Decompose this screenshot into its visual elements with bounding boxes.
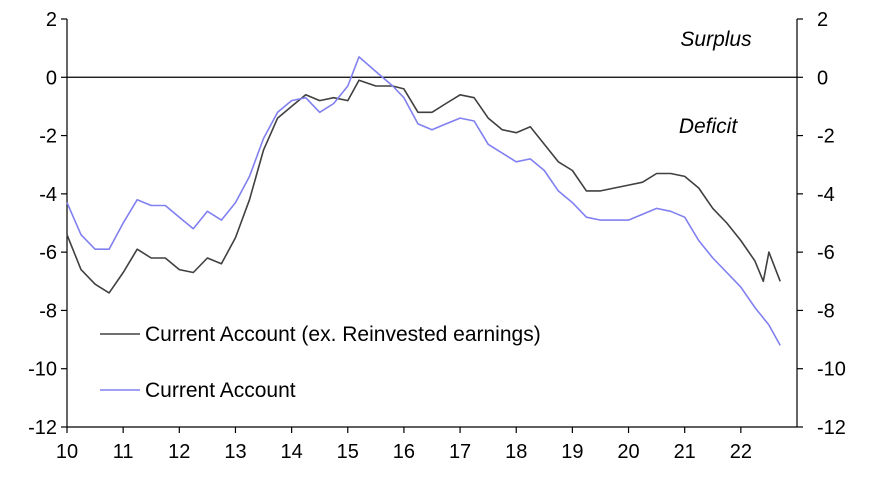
axes <box>61 18 803 433</box>
y-tick-label-left: -10 <box>28 359 57 381</box>
y-tick-label-right: -4 <box>817 184 835 206</box>
y-tick-label-right: -10 <box>817 359 846 381</box>
x-tick-label: 16 <box>393 441 415 463</box>
x-tick-label: 13 <box>224 441 246 463</box>
x-tick-label: 19 <box>561 441 583 463</box>
series-line-current-account-ex-reinvested <box>66 79 781 294</box>
y-tick-label-right: -8 <box>817 300 835 322</box>
annotation-surplus: Surplus <box>680 28 752 51</box>
series-layer <box>66 56 781 346</box>
y-tick-label-right: 2 <box>817 9 828 31</box>
y-tick-label-left: 2 <box>46 9 57 31</box>
series-line-current-account <box>66 56 781 346</box>
x-tick-label: 15 <box>337 441 359 463</box>
x-tick-label: 18 <box>505 441 527 463</box>
y-tick-label-left: -8 <box>39 300 57 322</box>
y-tick-label-left: -12 <box>28 417 57 439</box>
y-tick-label-left: -6 <box>39 242 57 264</box>
y-tick-label-left: -4 <box>39 184 57 206</box>
x-tick-label: 11 <box>113 441 134 463</box>
y-tick-label-right: -6 <box>817 242 835 264</box>
annotation-deficit: Deficit <box>679 115 739 138</box>
x-tick-label: 10 <box>56 441 78 463</box>
x-tick-label: 14 <box>280 441 302 463</box>
legend-label-current-account-ex-reinvested: Current Account (ex. Reinvested earnings… <box>145 323 541 346</box>
y-tick-label-right: -2 <box>817 126 835 148</box>
x-tick-label: 22 <box>730 441 752 463</box>
legend: Current Account (ex. Reinvested earnings… <box>100 323 541 402</box>
y-tick-label-left: -2 <box>39 126 57 148</box>
y-tick-label-right: -12 <box>817 417 846 439</box>
x-tick-label: 12 <box>168 441 190 463</box>
y-tick-label-right: 0 <box>817 67 828 89</box>
x-tick-label: 17 <box>449 441 471 463</box>
x-tick-label: 20 <box>617 441 639 463</box>
x-tick-label: 21 <box>674 441 696 463</box>
legend-label-current-account: Current Account <box>145 379 296 402</box>
y-tick-label-left: 0 <box>46 67 57 89</box>
